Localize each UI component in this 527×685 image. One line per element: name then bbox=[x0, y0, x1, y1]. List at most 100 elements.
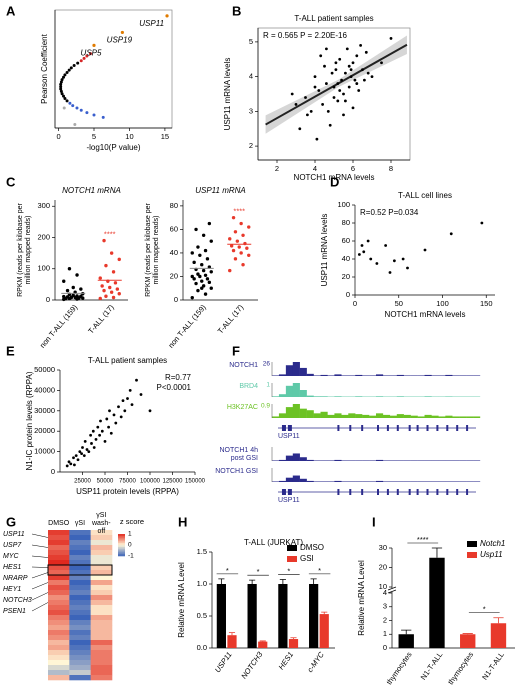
colorbar-step bbox=[118, 545, 125, 548]
heat-cell bbox=[48, 590, 70, 596]
exon bbox=[446, 489, 449, 495]
track-label: H3K27AC bbox=[226, 404, 258, 411]
error-bar bbox=[218, 578, 225, 584]
signal-bin bbox=[355, 481, 363, 482]
heat-cell bbox=[69, 620, 91, 626]
point-label: USP19 bbox=[107, 36, 133, 45]
x-tick-label: 10 bbox=[125, 132, 133, 141]
signal-bin bbox=[369, 481, 377, 482]
colorbar-step bbox=[118, 535, 125, 538]
data-point bbox=[317, 89, 321, 92]
x-axis-label: NOTCH1 mRNA levels bbox=[294, 173, 375, 182]
y-tick-label: 80 bbox=[342, 218, 350, 227]
significance: **** bbox=[417, 535, 429, 544]
data-point bbox=[298, 127, 302, 131]
signal-bin bbox=[473, 375, 481, 376]
heat-cell bbox=[48, 670, 70, 676]
point-label: USP5 bbox=[81, 49, 102, 58]
data-point bbox=[85, 111, 89, 115]
heat-cell bbox=[90, 660, 113, 666]
chart-title: T-ALL cell lines bbox=[398, 191, 452, 200]
signal-bin bbox=[362, 414, 370, 418]
heat-cell bbox=[48, 600, 70, 606]
data-point bbox=[73, 122, 77, 126]
signal-bin bbox=[355, 374, 363, 376]
heat-cell bbox=[90, 605, 113, 611]
y-tick-label: 100 bbox=[37, 264, 50, 273]
data-point bbox=[228, 268, 232, 273]
data-point bbox=[76, 61, 80, 65]
signal-bin bbox=[466, 375, 474, 376]
heat-cell bbox=[90, 545, 113, 551]
colorbar-tick: 0 bbox=[128, 542, 132, 549]
data-point bbox=[82, 56, 86, 60]
data-point bbox=[380, 61, 383, 65]
signal-bin bbox=[445, 415, 453, 418]
heat-cell bbox=[69, 655, 91, 661]
data-point bbox=[207, 280, 212, 285]
gene-label: USP11 bbox=[278, 433, 300, 440]
data-point bbox=[351, 61, 355, 65]
error-bar bbox=[310, 578, 317, 584]
axis-break-marks bbox=[387, 586, 397, 594]
y-tick-label: 4 bbox=[383, 588, 387, 597]
signal-bin bbox=[313, 460, 321, 461]
data-point bbox=[121, 399, 125, 402]
signal-bin bbox=[292, 404, 300, 418]
exon bbox=[287, 425, 292, 431]
signal-bin bbox=[452, 416, 460, 418]
x-tick-label: 75000 bbox=[119, 479, 136, 485]
data-point bbox=[98, 276, 102, 280]
signal-bin bbox=[306, 459, 314, 461]
gene-label: NOTCH3 bbox=[3, 597, 32, 604]
data-point bbox=[203, 273, 208, 277]
x-tick-label: 0 bbox=[56, 132, 60, 141]
data-point bbox=[198, 253, 202, 257]
signal-bin bbox=[320, 481, 328, 482]
data-point bbox=[345, 47, 349, 51]
signal-bin bbox=[459, 375, 467, 376]
signal-bin bbox=[438, 481, 446, 482]
exon bbox=[377, 425, 379, 431]
signal-bin bbox=[313, 396, 321, 397]
y-tick-label: 0.5 bbox=[197, 611, 207, 620]
column-label: γSI bbox=[74, 520, 86, 527]
significance: **** bbox=[104, 230, 116, 239]
data-point bbox=[117, 292, 121, 296]
data-point bbox=[104, 263, 108, 268]
heat-cell bbox=[48, 665, 70, 671]
data-point bbox=[237, 245, 241, 249]
signal-bin bbox=[320, 374, 328, 376]
bar bbox=[247, 584, 257, 648]
data-point bbox=[76, 458, 80, 462]
heat-cell bbox=[69, 615, 91, 621]
signal-bin bbox=[348, 413, 356, 418]
signal-bin bbox=[376, 480, 384, 482]
panel-label: F bbox=[232, 343, 240, 358]
heat-cell bbox=[69, 665, 91, 671]
data-point bbox=[194, 281, 198, 286]
heat-cell bbox=[90, 620, 113, 626]
data-point bbox=[75, 273, 79, 277]
signal-bin bbox=[327, 414, 335, 418]
bar bbox=[258, 641, 268, 648]
colorbar-step bbox=[118, 541, 125, 544]
legend-swatch bbox=[287, 545, 297, 551]
signal-bin bbox=[396, 460, 404, 461]
signal-bin bbox=[424, 460, 432, 461]
data-point bbox=[104, 294, 108, 298]
data-point bbox=[148, 409, 152, 413]
data-point bbox=[59, 85, 63, 89]
heat-cell bbox=[90, 575, 113, 581]
heat-cell bbox=[69, 540, 91, 546]
legend-label: Usp11 bbox=[480, 550, 503, 559]
data-point bbox=[241, 233, 245, 237]
heat-cell bbox=[90, 555, 113, 561]
data-point bbox=[231, 248, 236, 253]
exon bbox=[281, 425, 286, 431]
signal-bin bbox=[382, 414, 391, 418]
data-point bbox=[239, 221, 243, 226]
signal-bin bbox=[313, 481, 321, 482]
data-point bbox=[105, 417, 109, 421]
exon bbox=[377, 489, 379, 495]
